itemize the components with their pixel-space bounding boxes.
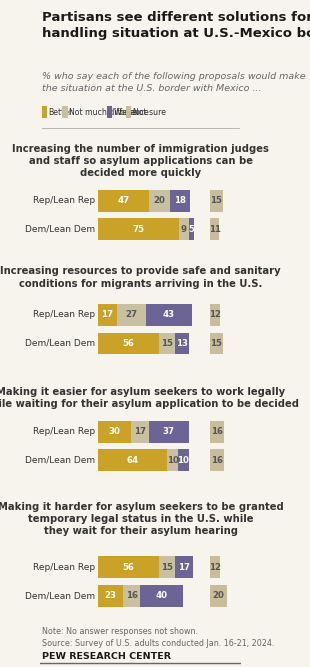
Text: 15: 15 [161,339,173,348]
Text: Not sure: Not sure [133,108,166,117]
Text: 16: 16 [211,456,223,465]
Text: 10: 10 [167,456,179,465]
Bar [210,218,219,240]
Text: Worse: Worse [114,108,138,117]
Bar [98,556,159,578]
Bar [159,556,175,578]
Bar [117,304,146,326]
Bar [178,450,189,472]
Text: Making it harder for asylum seekers to be granted
temporary legal status in the : Making it harder for asylum seekers to b… [0,502,283,536]
Text: 12: 12 [209,563,221,572]
Text: Better: Better [49,108,73,117]
Bar [98,585,123,607]
Text: 17: 17 [101,310,113,319]
Bar [149,189,170,211]
Text: 47: 47 [117,196,130,205]
Text: Increasing resources to provide safe and sanitary
conditions for migrants arrivi: Increasing resources to provide safe and… [0,266,281,289]
Text: 17: 17 [178,563,190,572]
Bar [123,585,140,607]
Bar [175,333,189,354]
Bar [210,304,220,326]
Bar [210,421,224,443]
Text: 15: 15 [161,563,173,572]
Text: Rep/Lean Rep: Rep/Lean Rep [33,196,95,205]
Bar [42,106,47,118]
Text: Partisans see different solutions for
handling situation at U.S.-Mexico border: Partisans see different solutions for ha… [42,11,310,40]
Text: Not much difference: Not much difference [69,108,149,117]
Text: 5: 5 [188,225,194,233]
Text: Rep/Lean Rep: Rep/Lean Rep [33,310,95,319]
Text: 15: 15 [210,196,222,205]
Text: 18: 18 [174,196,186,205]
Text: 9: 9 [181,225,187,233]
Bar [170,189,190,211]
Bar [179,218,189,240]
Text: 13: 13 [176,339,188,348]
Text: Dem/Lean Dem: Dem/Lean Dem [25,339,95,348]
Bar [107,106,113,118]
Bar [210,333,223,354]
Text: Rep/Lean Rep: Rep/Lean Rep [33,563,95,572]
Text: 56: 56 [122,563,134,572]
Bar [210,189,223,211]
Bar [189,218,194,240]
Bar [149,421,189,443]
Bar [98,333,159,354]
Text: Note: No answer responses not shown.
Source: Survey of U.S. adults conducted Jan: Note: No answer responses not shown. Sou… [42,627,274,648]
Text: 16: 16 [126,592,138,600]
Bar [210,450,224,472]
Bar [140,585,184,607]
Text: 64: 64 [127,456,139,465]
Bar [62,106,68,118]
Text: 10: 10 [178,456,189,465]
Text: 75: 75 [133,225,145,233]
Text: 43: 43 [163,310,175,319]
Text: Dem/Lean Dem: Dem/Lean Dem [25,456,95,465]
Text: Dem/Lean Dem: Dem/Lean Dem [25,225,95,233]
Bar [98,304,117,326]
Bar [175,556,193,578]
Bar [210,556,220,578]
Text: 23: 23 [104,592,117,600]
Text: Making it easier for asylum seekers to work legally
while waiting for their asyl: Making it easier for asylum seekers to w… [0,387,299,409]
Text: 20: 20 [213,592,224,600]
Bar [167,450,178,472]
Bar [210,585,227,607]
Bar [98,421,131,443]
Bar [146,304,192,326]
Text: 56: 56 [122,339,134,348]
Bar [98,450,167,472]
Text: 20: 20 [154,196,166,205]
Bar [131,421,149,443]
Text: 17: 17 [134,428,146,436]
Text: 11: 11 [209,225,220,233]
Bar [98,218,179,240]
Text: % who say each of the following proposals would make
the situation at the U.S. b: % who say each of the following proposal… [42,73,305,93]
Text: 15: 15 [210,339,222,348]
Text: 12: 12 [209,310,221,319]
Text: 37: 37 [163,428,175,436]
Bar [159,333,175,354]
Text: 27: 27 [125,310,137,319]
Text: 16: 16 [211,428,223,436]
Bar [98,189,149,211]
Bar [126,106,131,118]
Text: Increasing the number of immigration judges
and staff so asylum applications can: Increasing the number of immigration jud… [12,143,269,178]
Text: Rep/Lean Rep: Rep/Lean Rep [33,428,95,436]
Text: 40: 40 [156,592,168,600]
Text: PEW RESEARCH CENTER: PEW RESEARCH CENTER [42,652,171,661]
Text: 30: 30 [108,428,120,436]
Text: Dem/Lean Dem: Dem/Lean Dem [25,592,95,600]
